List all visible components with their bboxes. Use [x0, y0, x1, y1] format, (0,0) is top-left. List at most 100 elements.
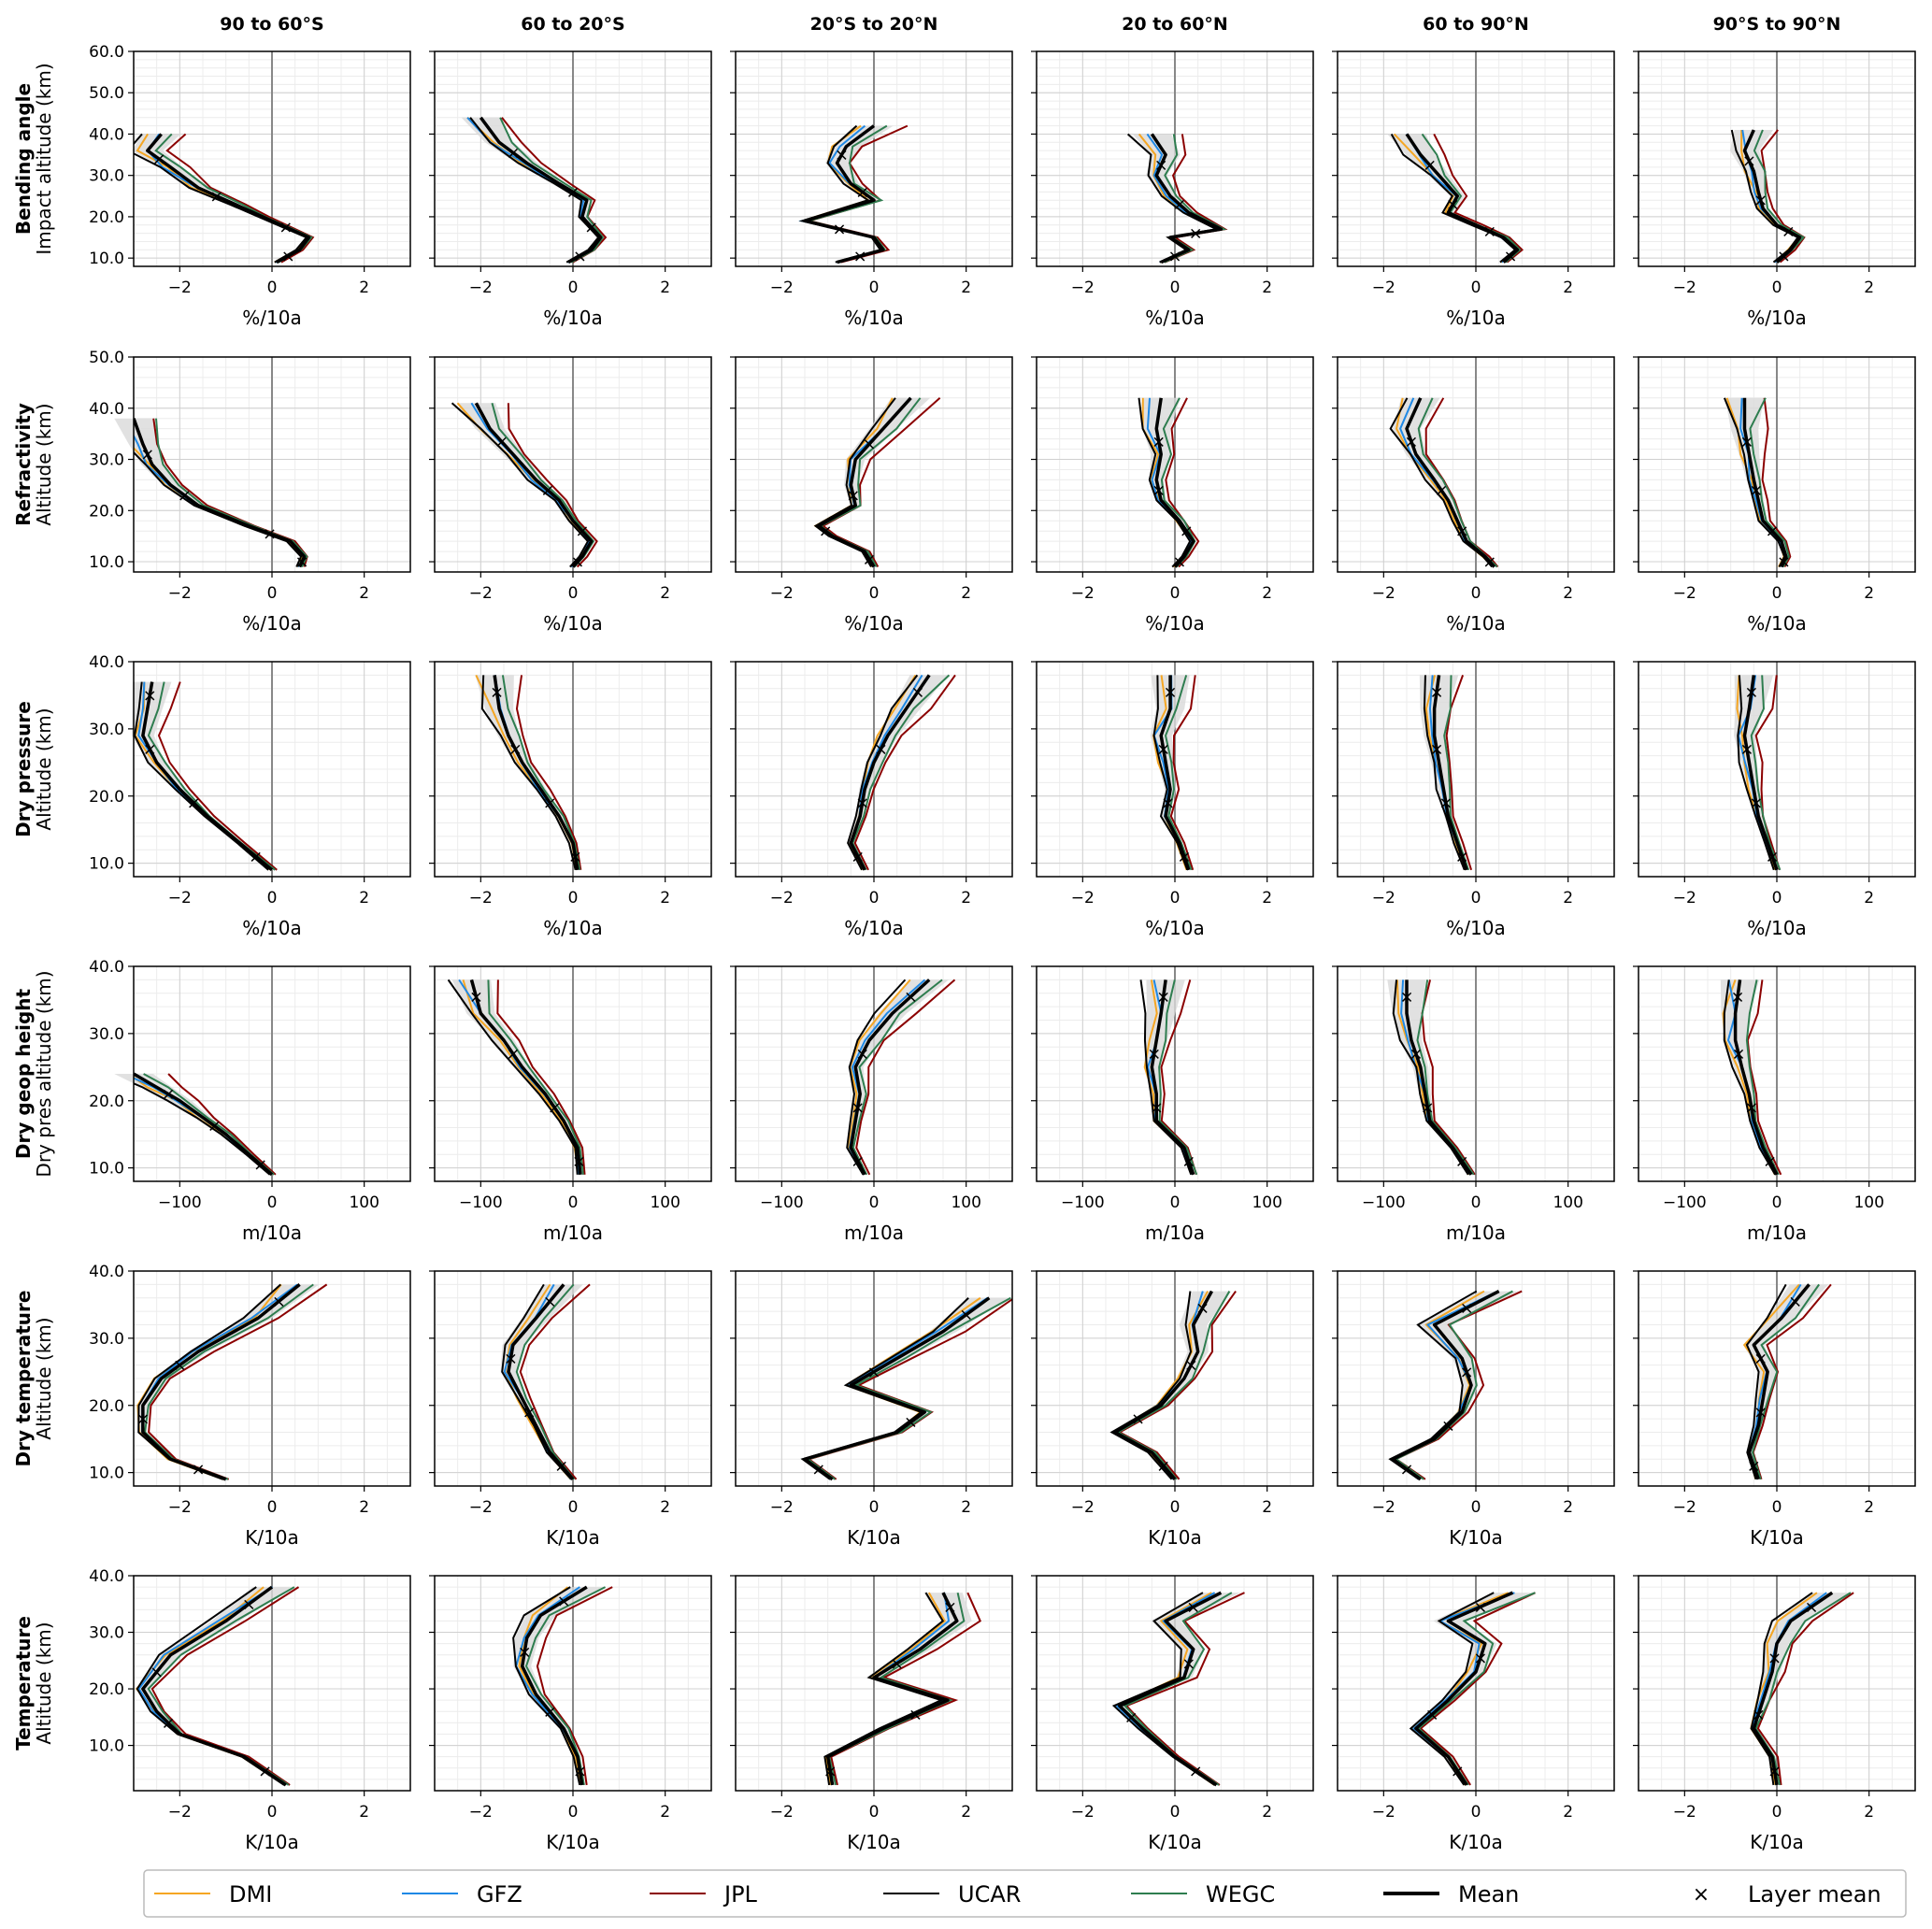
layer-mean-marker: × [851, 1098, 865, 1118]
series-wegc-line [1753, 129, 1806, 264]
x-tick-label: 0 [1170, 889, 1181, 907]
series-jpl-line [855, 979, 956, 1176]
series-wegc-line [852, 979, 943, 1176]
x-tick-label: −2 [1071, 1498, 1095, 1517]
series-wegc-line [1416, 979, 1475, 1176]
x-tick-label: 2 [1262, 279, 1272, 297]
x-tick-label: 0 [267, 1803, 278, 1822]
x-tick-label: 2 [359, 889, 369, 907]
layer-mean-marker: × [1742, 151, 1756, 171]
series-mean-line [1747, 1283, 1810, 1480]
spread-band [451, 979, 583, 1175]
column-title: 60 to 90°N [1423, 14, 1529, 35]
layer-mean-marker: × [1739, 432, 1753, 451]
row-label: Dry geop height [12, 988, 35, 1159]
layer-mean-marker: × [249, 847, 263, 866]
panel-r3-c5: × × × × −100 0 100 m/10a [1633, 965, 1916, 1244]
x-tick-label: 2 [359, 1498, 369, 1517]
x-axis-unit: K/10a [847, 1526, 901, 1549]
layer-mean-marker: × [1767, 1649, 1782, 1668]
x-tick-label: 2 [660, 1803, 670, 1822]
series-wegc-line [1158, 979, 1198, 1176]
layer-mean-marker: × [1184, 1356, 1198, 1376]
series-mean-line [474, 402, 594, 568]
panel-r2-c0: × × × × −2 0 2 10.0 20.0 30.0 40.0 %/10a [89, 653, 411, 939]
layer-mean-marker: × [1731, 987, 1745, 1007]
x-axis-unit: %/10a [543, 917, 602, 939]
x-tick-label: −100 [1362, 1193, 1406, 1212]
series-wegc-line [143, 1283, 314, 1480]
series-jpl-line [1761, 397, 1792, 568]
x-tick-label: 2 [359, 279, 369, 297]
layer-mean-marker: × [143, 686, 157, 706]
x-tick-label: 2 [1262, 1803, 1272, 1822]
layer-mean-marker: × [543, 1292, 557, 1311]
layer-mean-marker: × [1473, 1597, 1487, 1617]
x-tick-label: −2 [469, 1498, 493, 1517]
x-tick-label: 0 [1471, 279, 1481, 297]
layer-mean-marker: × [1434, 480, 1448, 500]
series-wegc-line [1751, 1283, 1820, 1480]
layer-mean-marker: × [543, 793, 557, 813]
legend-label: UCAR [958, 1881, 1021, 1908]
panel-r2-c3: × × × × −2 0 2 %/10a [1031, 661, 1314, 939]
series-mean-line [803, 1296, 991, 1481]
series-ucar-line [1409, 1592, 1495, 1786]
x-tick-label: −2 [1372, 1498, 1395, 1517]
series-mean-line [134, 418, 307, 568]
column-title: 60 to 20°S [521, 14, 624, 35]
x-tick-label: 0 [267, 1498, 278, 1517]
row-axis-label: Dry pres altitude (km) [33, 970, 55, 1177]
panel-r3-c4: × × × × −100 0 100 m/10a [1332, 965, 1615, 1244]
panel-r5-c4: × × × × −2 0 2 K/10a [1332, 1575, 1615, 1853]
x-tick-label: −2 [1673, 1498, 1696, 1517]
layer-mean-marker: × [192, 1460, 206, 1479]
layer-mean-marker: × [1147, 1044, 1161, 1064]
layer-mean-marker: × [1180, 522, 1194, 541]
layer-mean-marker: × [1455, 522, 1469, 541]
y-tick-label: 40.0 [89, 400, 124, 419]
spread-band [1749, 1593, 1852, 1785]
x-tick-label: −2 [770, 279, 794, 297]
series-ucar-line [1737, 675, 1775, 871]
layer-mean-marker: × [1482, 221, 1496, 241]
x-tick-label: −2 [1372, 279, 1395, 297]
series-ucar-line [136, 1586, 285, 1786]
y-tick-label: 40.0 [89, 653, 124, 672]
spread-band [814, 397, 931, 567]
x-tick-label: −2 [1372, 889, 1395, 907]
layer-mean-marker: × [1186, 1597, 1200, 1617]
series-mean-line [1733, 979, 1779, 1176]
panel-r4-c5: × × × × −2 0 2 K/10a [1633, 1270, 1916, 1549]
series-ucar-line [1423, 675, 1466, 871]
series-mean-line [1414, 1591, 1514, 1786]
layer-mean-marker: × [161, 1713, 175, 1733]
y-tick-label: 10.0 [89, 855, 124, 874]
x-axis-unit: K/10a [1750, 1526, 1804, 1549]
x-tick-label: 2 [660, 1498, 670, 1517]
spread-band [1110, 1291, 1232, 1479]
x-axis-unit: %/10a [1145, 612, 1204, 635]
x-tick-label: −2 [168, 584, 192, 603]
layer-mean-marker: × [1399, 1460, 1413, 1479]
series-mean-line [1742, 397, 1788, 568]
layer-mean-marker: × [1156, 739, 1170, 759]
x-axis-unit: %/10a [1446, 307, 1505, 329]
spread-band [1411, 1593, 1533, 1785]
x-axis-unit: K/10a [1148, 1526, 1202, 1549]
layer-mean-marker: × [1164, 682, 1178, 702]
x-axis-unit: m/10a [1747, 1222, 1807, 1244]
series-mean-line [141, 681, 274, 872]
x-tick-label: 2 [359, 1803, 369, 1822]
layer-mean-marker: × [855, 793, 869, 813]
layer-mean-marker: × [570, 552, 584, 572]
series-jpl-line [165, 133, 315, 264]
panel-r3-c3: × × × × −100 0 100 m/10a [1031, 965, 1314, 1244]
series-mean-line [825, 1592, 959, 1786]
x-tick-label: 0 [1471, 1193, 1481, 1212]
x-axis-unit: %/10a [844, 307, 903, 329]
series-jpl-line [536, 1586, 613, 1786]
series-mean-line [141, 1585, 287, 1787]
layer-mean-marker: × [1744, 682, 1758, 702]
legend-label: Mean [1458, 1881, 1519, 1908]
